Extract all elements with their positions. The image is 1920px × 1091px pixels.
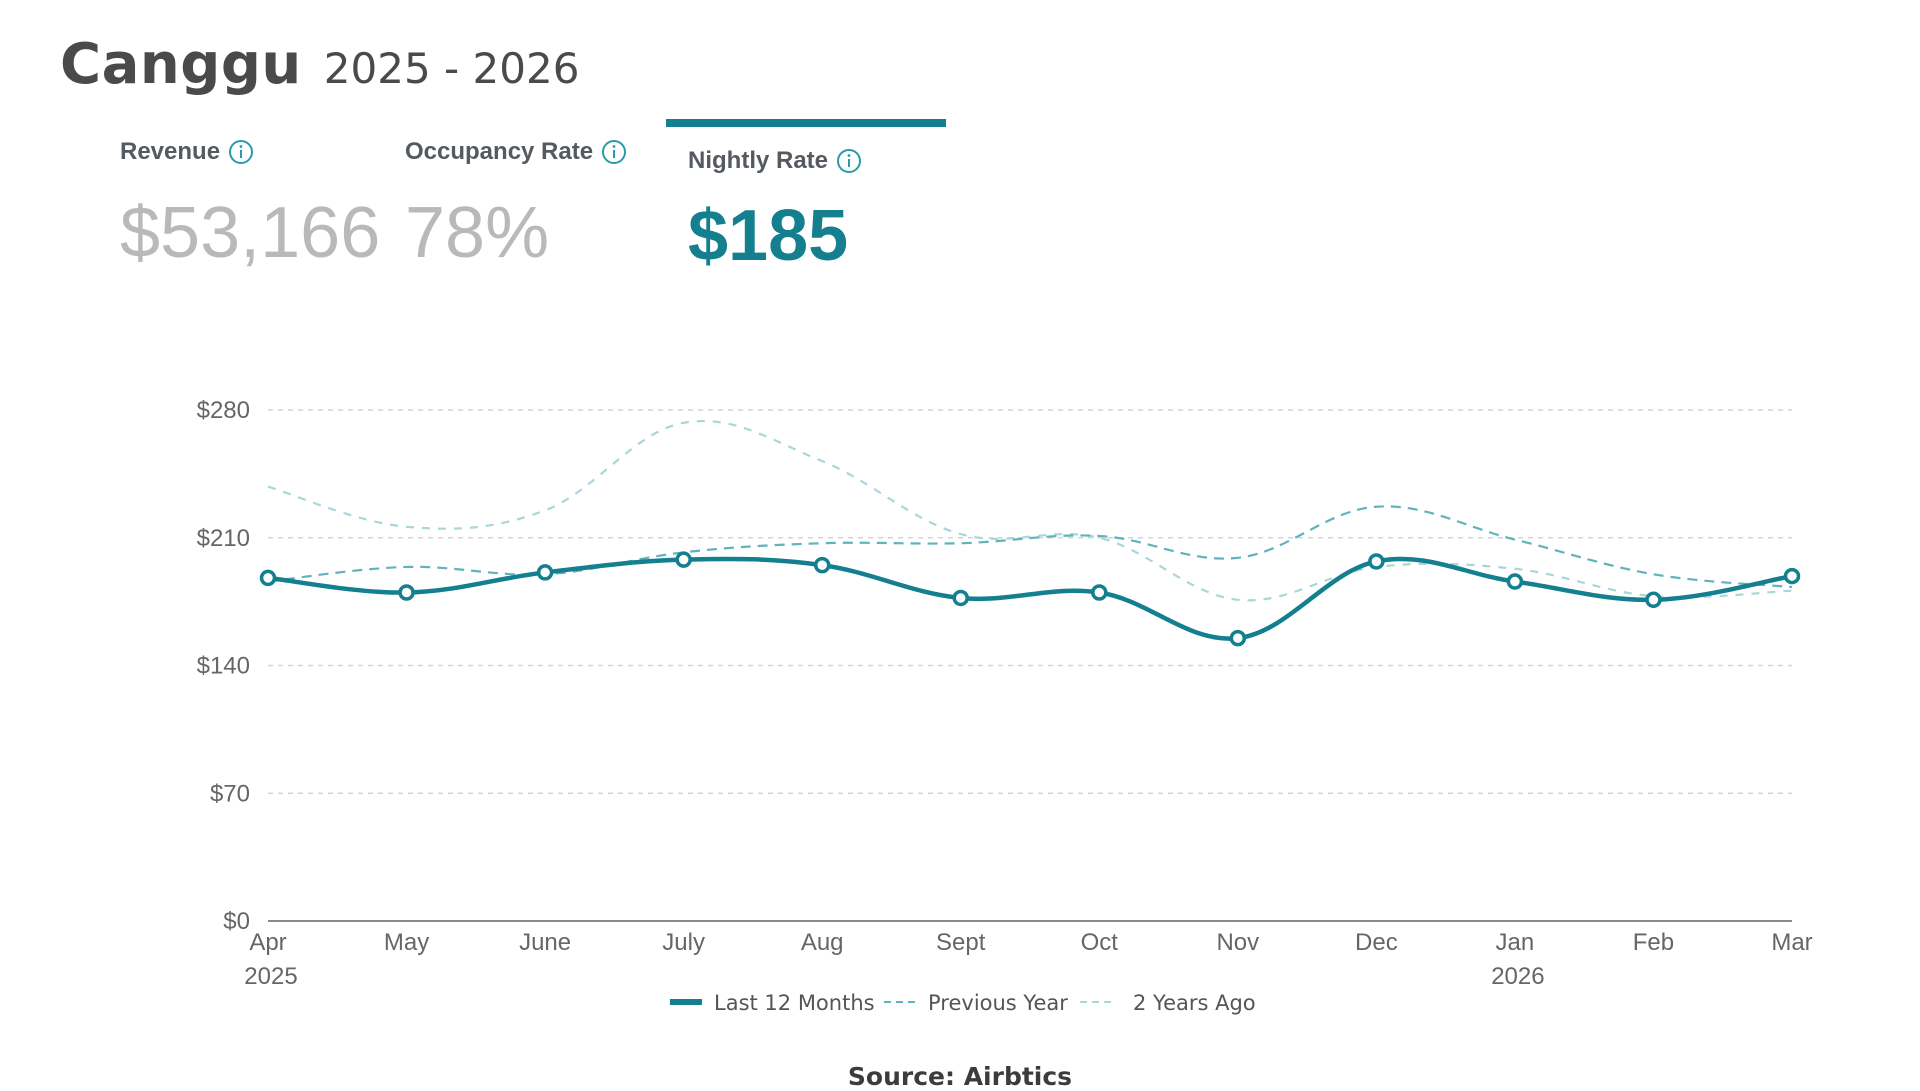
legend-label-previous-year: Previous Year — [928, 991, 1068, 1015]
metric-occupancy-label: Occupancy Rate — [405, 138, 594, 165]
metric-occupancy[interactable]: Occupancy Rate 78% — [405, 138, 627, 274]
data-point-last-12-months — [1091, 584, 1108, 601]
info-icon[interactable] — [836, 148, 862, 174]
active-tab-indicator — [666, 119, 946, 127]
metric-nightly-rate[interactable]: Nightly Rate $185 — [666, 119, 946, 277]
series-line-last-12-months — [267, 556, 1793, 641]
x-tick-label: July — [662, 929, 705, 956]
y-tick-label: $70 — [210, 780, 250, 807]
x-tick-label: Feb — [1633, 929, 1674, 956]
metric-revenue-label-row: Revenue — [120, 138, 380, 166]
data-point-last-12-months — [1783, 567, 1801, 585]
data-point-last-12-months — [675, 551, 692, 568]
page-subtitle: 2025 - 2026 — [323, 44, 580, 93]
legend-label-2-years-ago: 2 Years Ago — [1133, 991, 1256, 1015]
metric-revenue[interactable]: Revenue $53,166 — [120, 138, 380, 274]
metric-occupancy-value: 78% — [405, 193, 550, 273]
x-tick-label: Apr — [249, 929, 286, 956]
metric-revenue-label: Revenue — [120, 138, 221, 165]
series-line-previous-year — [267, 505, 1793, 589]
source-caption: Source: Airbtics — [847, 1062, 1073, 1091]
x-tick-label: Dec — [1355, 929, 1398, 956]
x-year-label: 2025 — [244, 963, 297, 990]
x-tick-label: Mar — [1771, 929, 1812, 956]
metric-nightly-label-row: Nightly Rate — [688, 147, 862, 175]
data-point-last-12-months — [259, 569, 277, 587]
y-tick-label: $280 — [197, 397, 250, 424]
y-tick-label: $210 — [197, 525, 250, 552]
data-point-last-12-months — [398, 584, 415, 601]
data-point-last-12-months — [1506, 573, 1524, 590]
series-line-2-years-ago — [267, 419, 1793, 602]
info-icon[interactable] — [601, 139, 627, 165]
x-tick-label: Sept — [936, 929, 986, 956]
y-tick-label: $0 — [223, 908, 250, 935]
legend-label-last-12-months: Last 12 Months — [714, 991, 875, 1015]
y-tick-label: $140 — [197, 653, 250, 680]
x-tick-label: Jan — [1496, 929, 1535, 956]
x-year-label: 2026 — [1491, 963, 1544, 990]
data-point-last-12-months — [1368, 553, 1385, 570]
data-point-last-12-months — [1645, 591, 1662, 609]
x-tick-label: June — [519, 929, 571, 956]
x-tick-label: Oct — [1081, 929, 1119, 956]
metric-revenue-value: $53,166 — [120, 193, 381, 273]
x-tick-label: May — [384, 929, 429, 956]
page-title: Canggu — [60, 32, 302, 97]
info-icon[interactable] — [228, 139, 254, 165]
data-point-last-12-months — [536, 564, 554, 581]
metric-nightly-value: $185 — [688, 196, 849, 276]
x-tick-label: Nov — [1216, 929, 1259, 956]
data-point-last-12-months — [952, 589, 969, 607]
page-header: Canggu 2025 - 2026 — [60, 32, 579, 97]
data-point-last-12-months — [1229, 629, 1247, 647]
data-point-last-12-months — [813, 556, 831, 574]
metric-occupancy-label-row: Occupancy Rate — [405, 138, 627, 166]
metric-nightly-label: Nightly Rate — [688, 147, 829, 174]
x-tick-label: Aug — [801, 929, 844, 956]
